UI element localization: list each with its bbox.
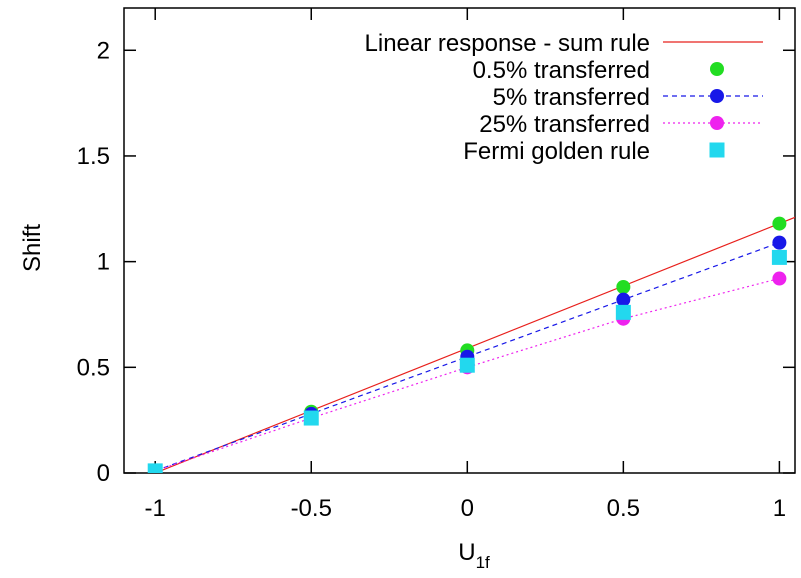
x-axis-label-subscript: 1f bbox=[476, 553, 490, 572]
legend-label: Fermi golden rule bbox=[463, 138, 650, 165]
legend-swatch-marker bbox=[710, 89, 724, 103]
legend-label: Linear response - sum rule bbox=[365, 30, 650, 57]
plot-frame bbox=[123, 7, 796, 474]
y-tick-label: 1 bbox=[97, 249, 110, 276]
x-tick-label: 0 bbox=[461, 495, 474, 522]
x-axis-label-main: U bbox=[458, 539, 475, 566]
legend-swatch-marker bbox=[709, 142, 725, 158]
legend-label: 25% transferred bbox=[479, 111, 650, 138]
y-tick-label: 2 bbox=[97, 37, 110, 64]
legend-label: 0.5% transferred bbox=[473, 57, 650, 84]
data-point bbox=[616, 280, 631, 294]
series-3 bbox=[148, 235, 787, 473]
legend-swatch-marker bbox=[710, 62, 724, 76]
x-tick-label: 1 bbox=[773, 495, 786, 522]
series-5 bbox=[147, 249, 787, 473]
series-layer bbox=[147, 216, 795, 473]
data-point bbox=[459, 357, 475, 373]
legend-item: Fermi golden rule bbox=[463, 138, 725, 165]
data-point bbox=[772, 235, 787, 250]
plot-border bbox=[123, 7, 796, 474]
data-point bbox=[303, 410, 319, 426]
data-point bbox=[771, 249, 787, 265]
data-point bbox=[615, 304, 631, 320]
data-point bbox=[616, 292, 631, 307]
x-tick-label: 0.5 bbox=[607, 495, 640, 522]
y-tick-label: 0.5 bbox=[77, 354, 110, 381]
legend-item: 0.5% transferred bbox=[473, 57, 724, 84]
y-tick-label: 0 bbox=[97, 460, 110, 487]
axis-ticks: -1 -0.5 0 0.5 1 0 0.5 1 1.5 2 bbox=[77, 8, 795, 522]
y-axis-label: Shift bbox=[19, 224, 46, 272]
series-4 bbox=[148, 271, 787, 473]
legend-item: Linear response - sum rule bbox=[365, 30, 763, 57]
data-point bbox=[772, 216, 787, 231]
x-tick-label: -0.5 bbox=[291, 495, 332, 522]
series-line bbox=[155, 277, 780, 472]
x-axis-label: U1f bbox=[458, 539, 490, 572]
legend-item: 5% transferred bbox=[493, 84, 763, 111]
series-1 bbox=[154, 216, 795, 473]
y-tick-label: 1.5 bbox=[77, 143, 110, 170]
data-point bbox=[147, 463, 163, 473]
legend-swatch-marker bbox=[710, 116, 724, 130]
data-point bbox=[772, 271, 787, 286]
legend-label: 5% transferred bbox=[493, 84, 650, 111]
legend-item: 25% transferred bbox=[479, 111, 763, 138]
series-line bbox=[154, 216, 795, 473]
series-line bbox=[154, 242, 780, 472]
x-tick-label: -1 bbox=[145, 495, 166, 522]
